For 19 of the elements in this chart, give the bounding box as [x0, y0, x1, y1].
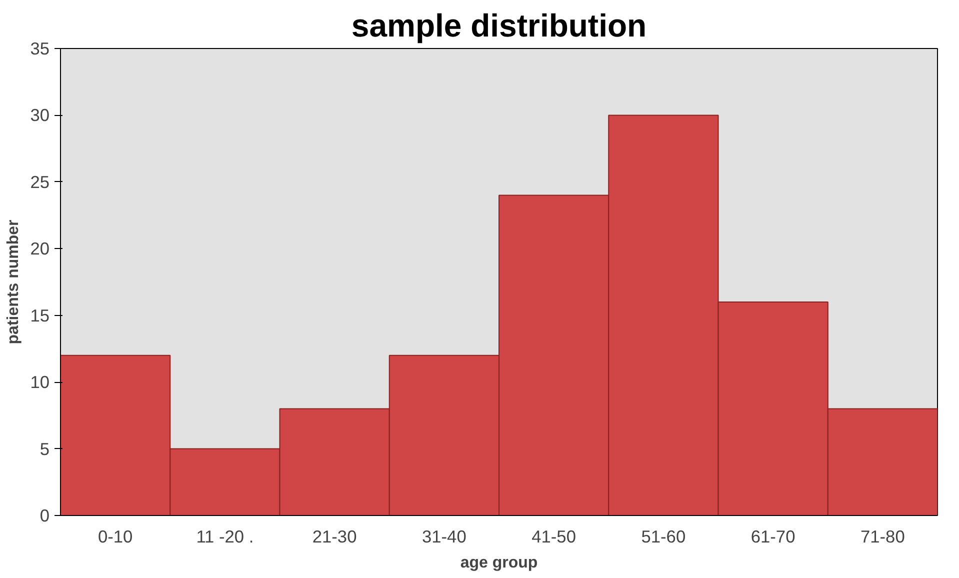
x-tick-label: 41-50: [532, 526, 576, 546]
y-tick-label: 30: [30, 105, 50, 126]
y-axis-title: patients number: [5, 220, 22, 344]
x-tick-label: 31-40: [422, 526, 466, 546]
y-tick-label: 10: [30, 372, 50, 392]
y-tick-label: 35: [30, 38, 50, 58]
x-tick-label: 71-80: [860, 526, 905, 546]
x-tick-label: 11 -20 .: [196, 526, 254, 546]
x-axis-title: age group: [460, 554, 538, 572]
y-tick-label: 25: [30, 172, 50, 192]
y-tick-label: 5: [40, 438, 50, 459]
chart-title: sample distribution: [351, 8, 647, 44]
x-tick-label: 51-60: [641, 526, 686, 546]
x-tick-label: 21-30: [312, 526, 357, 546]
x-tick-label: 61-70: [750, 526, 796, 546]
y-tick-label: 0: [40, 506, 50, 526]
y-tick-label: 15: [30, 305, 50, 326]
x-tick-label: 0-10: [98, 526, 133, 546]
y-tick-label: 20: [30, 238, 50, 259]
